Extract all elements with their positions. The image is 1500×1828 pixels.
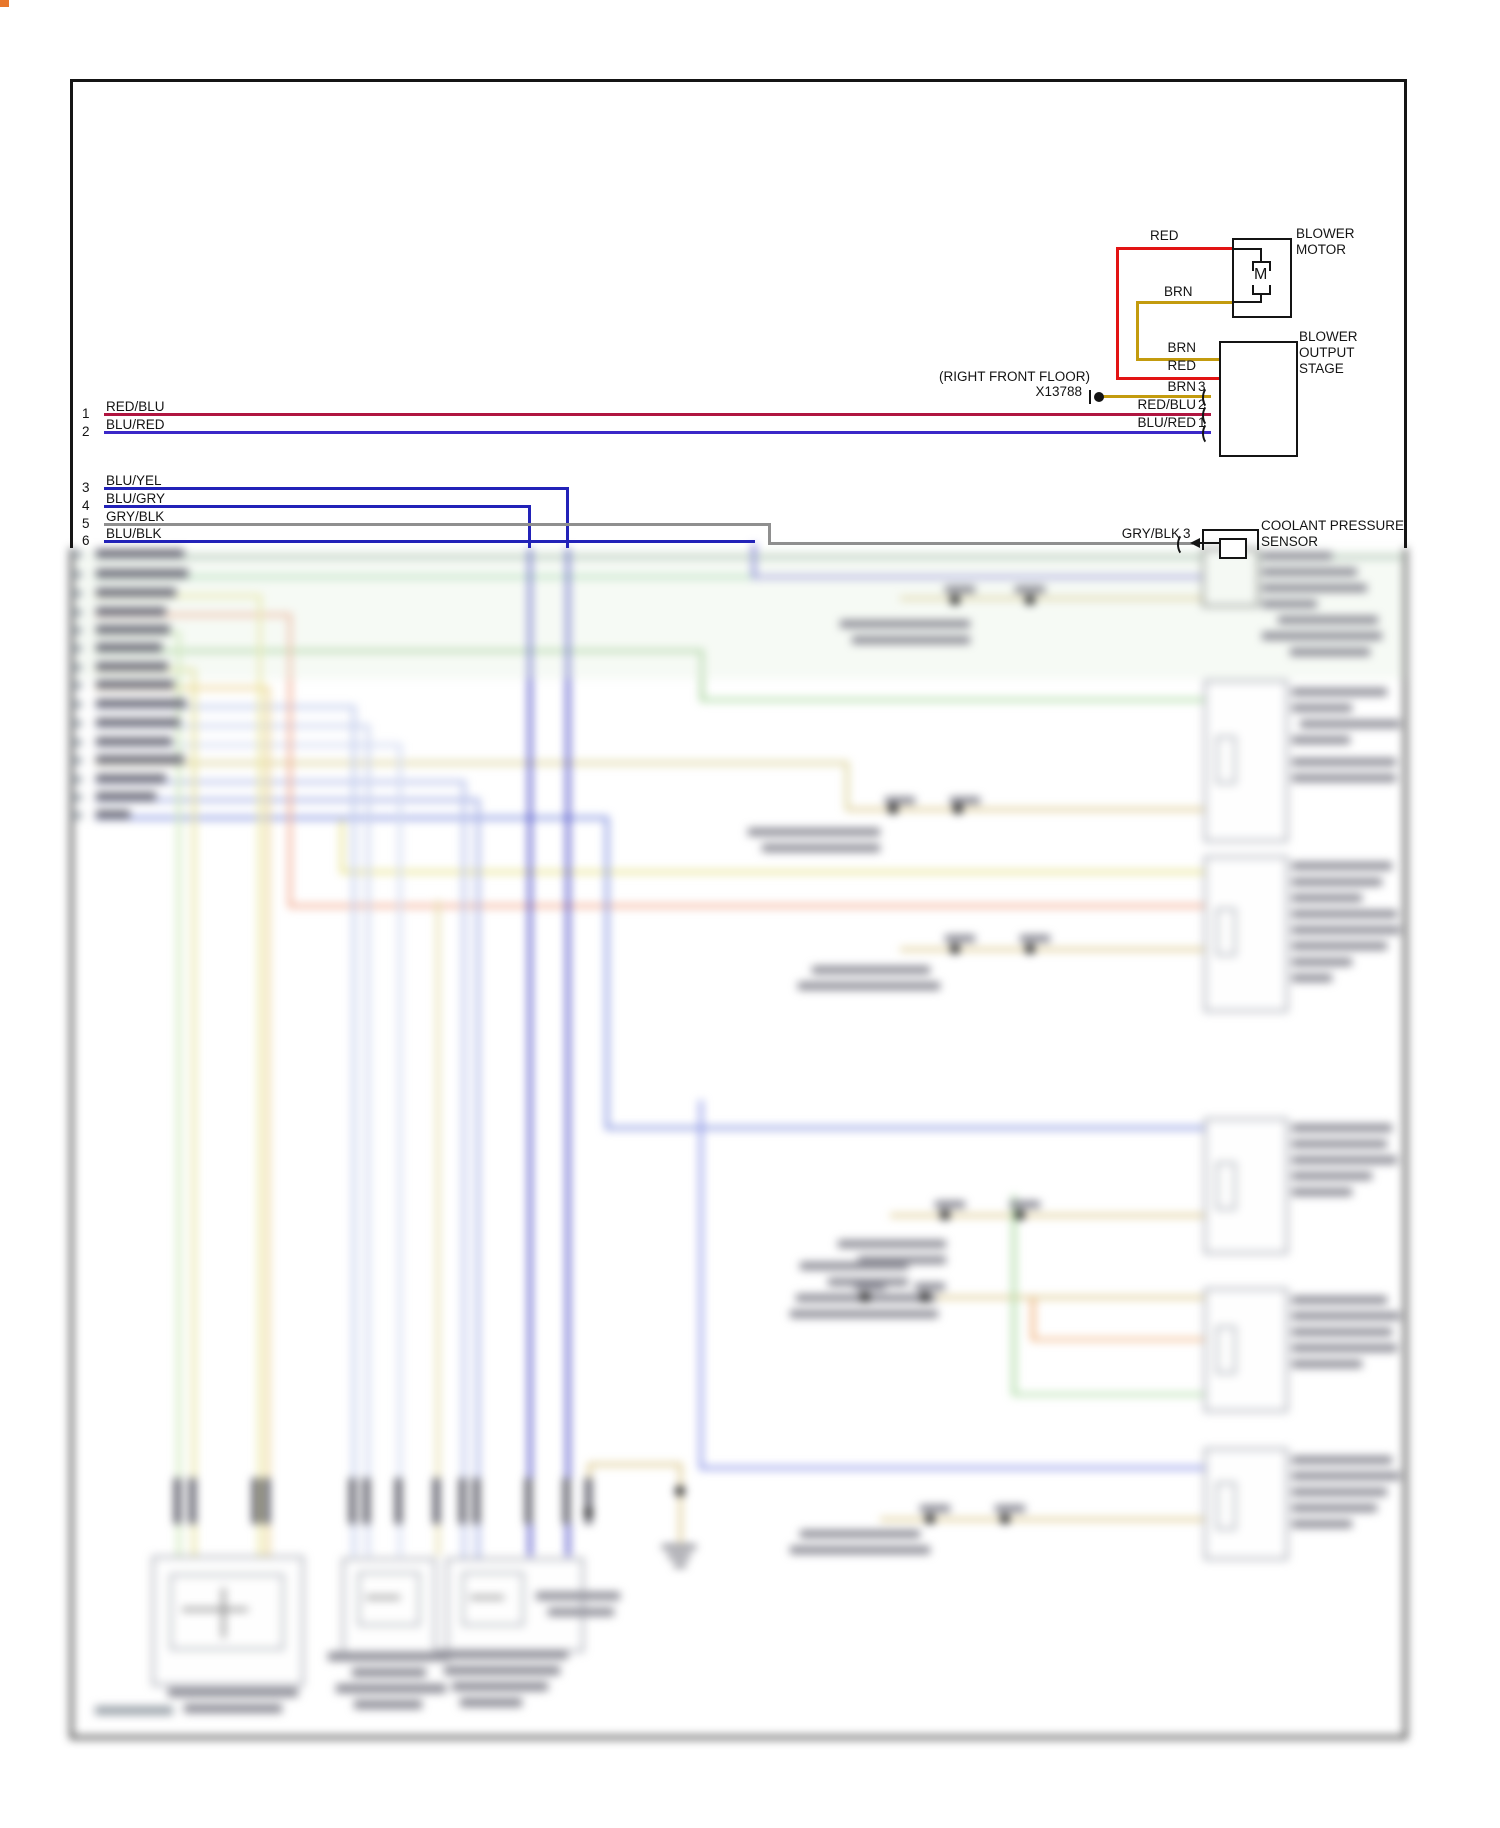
- circuit-row-label: BLU/RED: [106, 417, 165, 432]
- circuit-row-label: GRY/BLK: [106, 509, 165, 524]
- pin-num: 1: [1198, 415, 1206, 430]
- connector-arc: [1202, 404, 1217, 427]
- circuit-row-num: 2: [82, 424, 90, 439]
- output-stage-label-line3: STAGE: [1299, 361, 1344, 376]
- wire-gry-blk-right: [768, 542, 1193, 545]
- blower-motor-label-line2: MOTOR: [1296, 242, 1346, 257]
- blower-output-stage-box: [1219, 341, 1298, 457]
- wire-blu-gry-drop: [528, 505, 531, 548]
- coolant-sensor-label-line2: SENSOR: [1261, 534, 1319, 549]
- wire-brn-horiz-top: [1136, 301, 1234, 304]
- connector-arc: [1202, 386, 1217, 409]
- circuit-row-label: BLU/YEL: [106, 473, 162, 488]
- sensor-box-top: [1202, 529, 1259, 550]
- wire-red-blu: [104, 413, 1211, 416]
- blower-motor-box: [1232, 238, 1292, 318]
- wire-gry-blk: [104, 523, 771, 526]
- connector-arc: [1202, 422, 1217, 445]
- pin-num: 3: [1198, 379, 1206, 394]
- motor-lead-top-v: [1260, 248, 1262, 261]
- wire-label-brn-in: BRN: [1167, 340, 1196, 355]
- wire-blu-gry: [104, 505, 531, 508]
- corner-mark: [0, 0, 9, 7]
- wire-red-horiz-bottom: [1116, 377, 1219, 380]
- sensor-pin-label: GRY/BLK: [1121, 526, 1180, 541]
- wire-label-red-top: RED: [1150, 228, 1179, 243]
- blower-motor-label-line1: BLOWER: [1296, 226, 1355, 241]
- circuit-row-num: 4: [82, 498, 90, 513]
- wire-gry-blk-step: [768, 523, 771, 545]
- circuit-row-num: 5: [82, 516, 90, 531]
- wire-red-vert: [1116, 247, 1119, 380]
- wire-label-red-in: RED: [1167, 358, 1196, 373]
- wire-brn-pin3: [1102, 395, 1211, 398]
- output-stage-label-line2: OUTPUT: [1299, 345, 1355, 360]
- sensor-arrow-line: [1199, 542, 1219, 544]
- circuit-row-num: 3: [82, 480, 90, 495]
- motor-lead-bot: [1232, 301, 1262, 303]
- motor-symbol: M: [1254, 266, 1268, 283]
- wire-brn-vert: [1136, 301, 1139, 361]
- page-border-right: [1404, 79, 1407, 548]
- wire-blu-yel-drop: [566, 487, 569, 548]
- connector-dot: [1094, 392, 1104, 402]
- pin-label: BLU/RED: [1137, 415, 1196, 430]
- connector-id-label: X13788: [1035, 384, 1082, 399]
- sensor-inner-box: [1219, 538, 1247, 559]
- motor-lead-top: [1232, 248, 1262, 250]
- circuit-row-label: BLU/BLK: [106, 526, 162, 541]
- pin-num: 2: [1198, 397, 1206, 412]
- circuit-row-label: RED/BLU: [106, 399, 165, 414]
- sensor-arrow-icon: [1190, 538, 1200, 548]
- connector-tick: [1089, 390, 1091, 404]
- page-border-top: [70, 79, 1407, 82]
- coolant-sensor-label-line1: COOLANT PRESSURE: [1261, 518, 1405, 533]
- wire-blu-blk: [104, 540, 755, 543]
- wire-blu-yel: [104, 487, 569, 490]
- connector-location-label: (RIGHT FRONT FLOOR): [939, 369, 1090, 384]
- circuit-row-num: 6: [82, 533, 90, 548]
- output-stage-label-line1: BLOWER: [1299, 329, 1358, 344]
- circuit-row-label: BLU/GRY: [106, 491, 166, 506]
- circuit-row-num: 1: [82, 406, 90, 421]
- wire-blu-red: [104, 431, 1211, 434]
- pin-label: RED/BLU: [1137, 397, 1196, 412]
- motor-brush-top: [1252, 261, 1271, 271]
- pin-label: BRN: [1167, 379, 1196, 394]
- motor-lead-bot-v: [1260, 293, 1262, 303]
- wire-red-horiz-top: [1116, 247, 1234, 250]
- wire-brn-horiz-bottom: [1136, 358, 1219, 361]
- connector-arc: [1177, 533, 1192, 556]
- page-border-left: [70, 79, 73, 548]
- wire-label-brn-top: BRN: [1164, 284, 1193, 299]
